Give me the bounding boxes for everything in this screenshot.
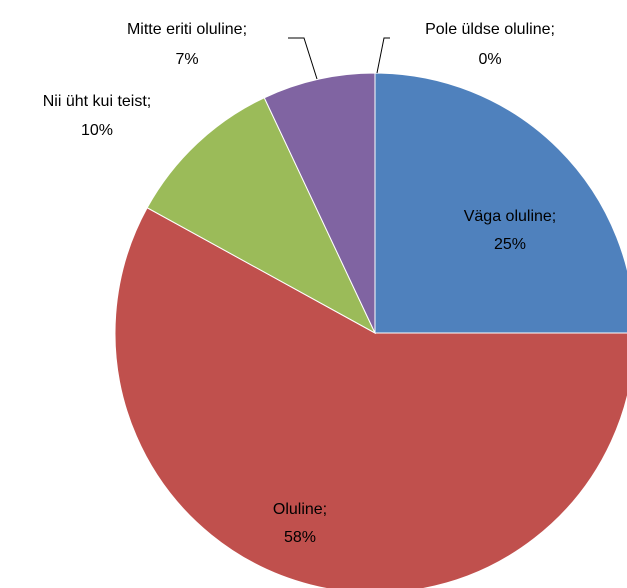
slice-value-label: 58% bbox=[284, 529, 316, 546]
slice-label: Mitte eriti oluline; bbox=[127, 21, 247, 38]
slice-label: Oluline; bbox=[273, 501, 327, 518]
slice-value-label: 7% bbox=[175, 51, 198, 68]
leader-line bbox=[376, 37, 390, 74]
pie-slice bbox=[263, 72, 376, 334]
pie-slice bbox=[146, 97, 377, 335]
slice-label: Nii üht kui teist; bbox=[43, 93, 151, 110]
slice-label: Pole üldse oluline; bbox=[425, 21, 555, 38]
slice-label: Väga oluline; bbox=[464, 208, 557, 225]
leader-line bbox=[288, 37, 318, 80]
pie-slice bbox=[114, 207, 627, 588]
pie-slice bbox=[374, 72, 627, 334]
slice-value-label: 25% bbox=[494, 236, 526, 253]
slice-value-label: 10% bbox=[81, 122, 113, 139]
slice-value-label: 0% bbox=[478, 51, 501, 68]
